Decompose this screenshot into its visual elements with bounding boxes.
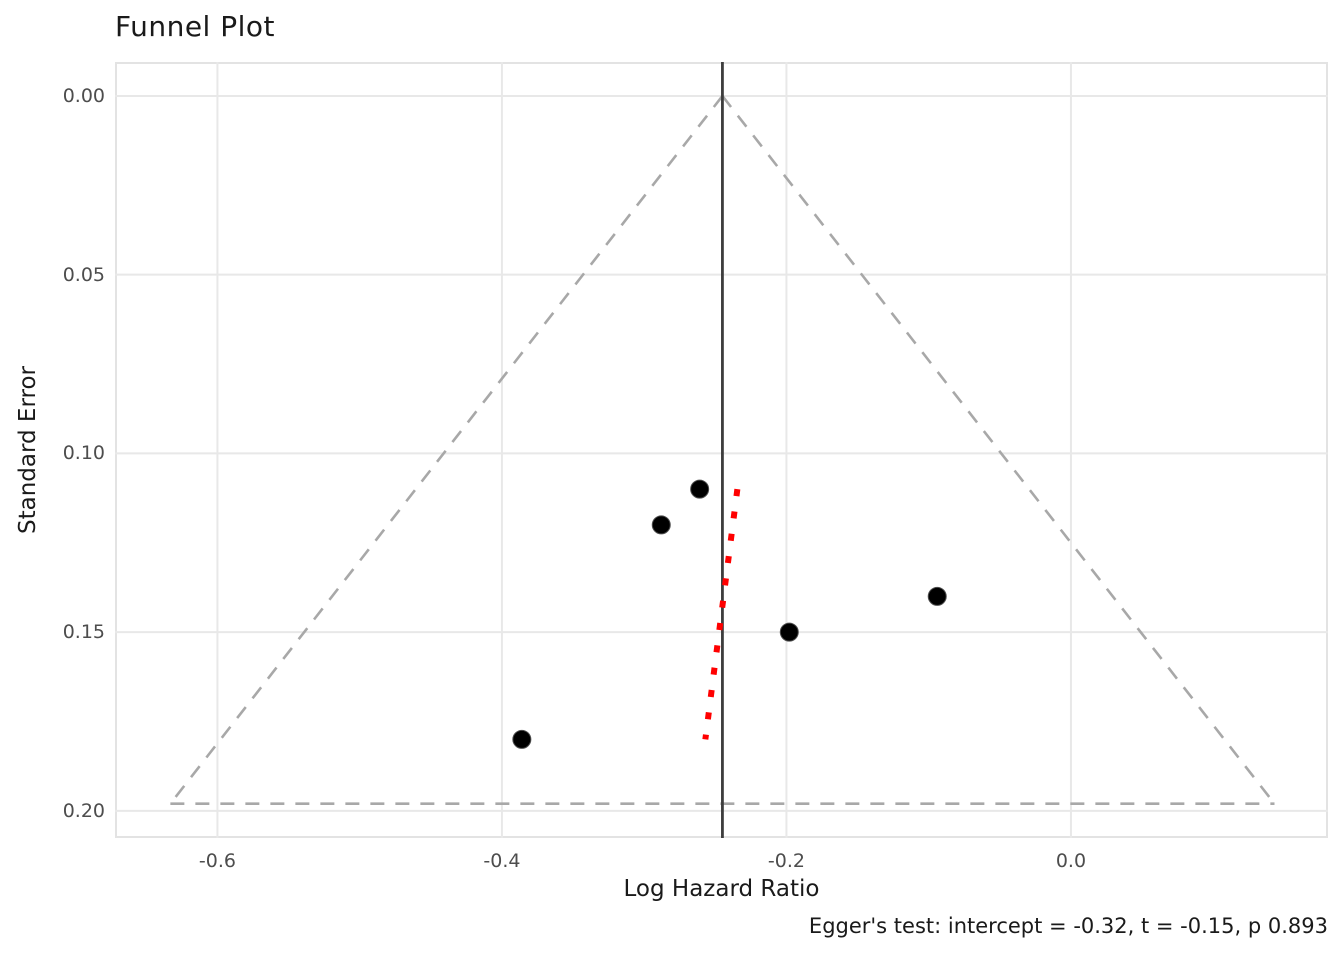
y-tick-label: 0.15 bbox=[62, 621, 105, 644]
x-tick-label: -0.2 bbox=[767, 850, 805, 872]
plot-canvas bbox=[115, 62, 1328, 838]
egger-test-caption: Egger's test: intercept = -0.32, t = -0.… bbox=[808, 914, 1328, 938]
y-axis-title: Standard Error bbox=[15, 365, 41, 535]
data-point bbox=[651, 515, 671, 535]
data-point bbox=[927, 586, 947, 606]
plot-panel bbox=[115, 62, 1328, 838]
x-tick-label: -0.6 bbox=[198, 850, 236, 872]
y-tick-label: 0.20 bbox=[62, 799, 105, 822]
data-point bbox=[690, 479, 710, 499]
y-tick-label: 0.00 bbox=[62, 84, 105, 107]
x-axis-title: Log Hazard Ratio bbox=[623, 876, 820, 902]
y-tick-label: 0.10 bbox=[62, 442, 105, 465]
x-tick-label: -0.4 bbox=[483, 850, 521, 872]
chart-title: Funnel Plot bbox=[115, 10, 275, 43]
data-point bbox=[779, 622, 799, 642]
x-tick-label: 0.0 bbox=[1055, 850, 1087, 872]
data-point bbox=[512, 729, 532, 749]
y-tick-label: 0.05 bbox=[62, 263, 105, 286]
